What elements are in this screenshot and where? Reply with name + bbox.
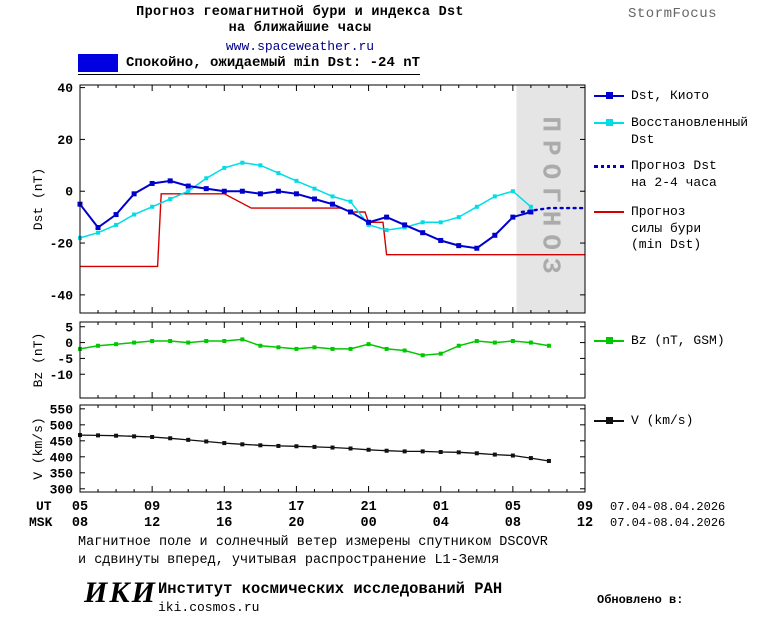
legend-dst-restored-label: Восстановленный Dst: [631, 115, 749, 147]
legend-dst-kyoto: Dst, Киото: [594, 88, 709, 105]
svg-text:12: 12: [144, 516, 160, 531]
svg-text:300: 300: [50, 482, 74, 497]
legend-bz: Bz (nT, GSM): [594, 333, 725, 350]
page-title-line1: Прогноз геомагнитной бури и индекса Dst: [136, 5, 464, 20]
svg-text:21: 21: [360, 500, 376, 515]
dst-kyoto-swatch-icon: [594, 89, 624, 103]
brand-label: StormFocus: [628, 6, 718, 22]
svg-text:Bz (nT): Bz (nT): [31, 333, 46, 388]
svg-text:20: 20: [288, 516, 304, 531]
svg-text:0: 0: [65, 336, 73, 351]
storm-level-swatch: [78, 54, 118, 72]
legend-dst-forecast-label: Прогноз Dst на 2-4 часа: [631, 158, 717, 190]
svg-text:08: 08: [72, 516, 88, 531]
status-banner: Спокойно, ожидаемый min Dst: -24 nT: [78, 54, 421, 75]
svg-text:550: 550: [50, 402, 74, 417]
svg-text:500: 500: [50, 418, 74, 433]
ut-date-range: 07.04-08.04.2026: [610, 500, 726, 514]
legend-storm-forecast-label: Прогноз силы бури (min Dst): [631, 204, 702, 252]
page-title-line2: на ближайшие часы: [228, 21, 372, 36]
svg-text:40: 40: [57, 81, 73, 96]
page-header: Прогноз геомагнитной бури и индекса Dst …: [40, 5, 560, 55]
iki-logo: ИКИ: [84, 576, 158, 609]
svg-text:20: 20: [57, 133, 73, 148]
dst-forecast-swatch-icon: [594, 159, 624, 173]
svg-text:13: 13: [216, 500, 232, 515]
legend-dst-restored: Восстановленный Dst: [594, 115, 748, 148]
svg-text:05: 05: [505, 500, 521, 515]
legend-bz-label: Bz (nT, GSM): [631, 333, 725, 348]
spaceweather-link[interactable]: www.spaceweather.ru: [225, 39, 375, 54]
svg-text:-20: -20: [50, 237, 74, 252]
legend-v: V (km/s): [594, 413, 693, 430]
status-text: Спокойно, ожидаемый min Dst: -24 nT: [126, 55, 421, 71]
svg-text:5: 5: [65, 320, 73, 335]
svg-text:-40: -40: [50, 288, 74, 303]
svg-text:12: 12: [577, 516, 593, 531]
svg-text:Dst (nT): Dst (nT): [31, 168, 46, 230]
svg-text:05: 05: [72, 500, 88, 515]
legend-dst-kyoto-label: Dst, Киото: [631, 88, 710, 103]
svg-text:350: 350: [50, 466, 74, 481]
svg-text:00: 00: [360, 516, 376, 531]
svg-text:17: 17: [288, 500, 304, 515]
institute-name: Институт космических исследований РАН: [158, 580, 503, 598]
legend-dst-forecast: Прогноз Dst на 2-4 часа: [594, 158, 717, 191]
svg-text:09: 09: [577, 500, 593, 515]
legend-v-label: V (km/s): [631, 413, 694, 428]
svg-text:-10: -10: [50, 368, 74, 383]
svg-text:ПРОГНОЗ: ПРОГНОЗ: [536, 116, 566, 281]
svg-text:0: 0: [65, 185, 73, 200]
svg-text:09: 09: [144, 500, 160, 515]
msk-axis-label: MSK: [29, 515, 53, 530]
data-source-note: Магнитное поле и солнечный ветер измерен…: [78, 534, 548, 569]
v-swatch-icon: [594, 414, 624, 428]
svg-text:01: 01: [433, 500, 449, 515]
svg-text:08: 08: [505, 516, 521, 531]
svg-text:04: 04: [433, 516, 449, 531]
iki-site-link[interactable]: iki.cosmos.ru: [158, 600, 260, 615]
note-line1: Магнитное поле и солнечный ветер измерен…: [78, 535, 548, 550]
msk-date-range: 07.04-08.04.2026: [610, 516, 726, 530]
bz-swatch-icon: [594, 334, 624, 348]
svg-text:16: 16: [216, 516, 232, 531]
svg-text:400: 400: [50, 450, 74, 465]
svg-text:450: 450: [50, 434, 74, 449]
ut-axis-label: UT: [36, 499, 52, 514]
updated-block: Обновлено в: UT 05:05, 08.04.2026 MSK 08…: [597, 562, 748, 620]
svg-text:-5: -5: [57, 352, 73, 367]
svg-text:V (km/s): V (km/s): [31, 417, 46, 479]
dst-restored-swatch-icon: [594, 116, 624, 130]
note-line2: и сдвинуты вперед, учитывая распростране…: [78, 552, 500, 568]
legend-storm-forecast: Прогноз силы бури (min Dst): [594, 204, 701, 254]
storm-forecast-swatch-icon: [594, 205, 624, 219]
updated-label: Обновлено в:: [597, 593, 684, 607]
